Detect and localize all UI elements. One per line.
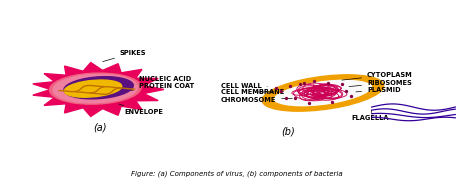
Text: (a): (a) [93,122,107,132]
Text: CYTOPLASM: CYTOPLASM [342,72,413,80]
Ellipse shape [274,78,372,108]
Text: (b): (b) [281,126,295,137]
Ellipse shape [53,74,137,103]
Ellipse shape [49,73,141,104]
Text: ENVELOPE: ENVELOPE [119,104,164,115]
Ellipse shape [262,75,384,111]
Ellipse shape [64,80,122,97]
Text: Figure: (a) Components of virus, (b) components of bacteria: Figure: (a) Components of virus, (b) com… [131,170,343,177]
Text: PLASMID: PLASMID [356,86,401,92]
Text: RIBOSOMES: RIBOSOMES [349,79,412,87]
Text: PROTEIN COAT: PROTEIN COAT [129,83,195,91]
Text: CELL MEMBRANE: CELL MEMBRANE [221,89,284,95]
Polygon shape [33,62,164,116]
Text: CHROMOSOME: CHROMOSOME [221,97,292,103]
Ellipse shape [64,77,133,99]
Text: NUCLEIC ACID: NUCLEIC ACID [123,76,191,86]
Text: SPIKES: SPIKES [103,50,146,62]
Text: FLAGELLA: FLAGELLA [352,110,389,121]
Text: CELL WALL: CELL WALL [221,83,267,89]
